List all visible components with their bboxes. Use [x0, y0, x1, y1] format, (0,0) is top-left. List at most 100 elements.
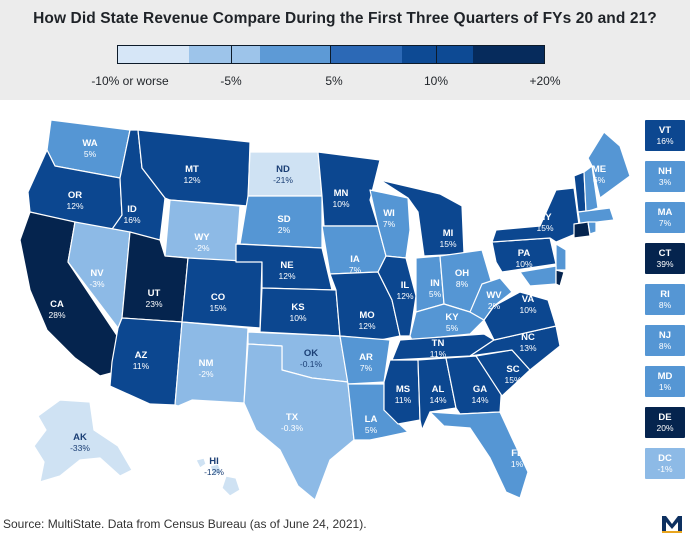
- state-box-ct[interactable]: CT 39%: [645, 243, 685, 274]
- state-shape-ct[interactable]: [573, 221, 591, 239]
- legend-label: 5%: [325, 74, 343, 88]
- state-shape-nm[interactable]: [174, 321, 249, 407]
- legend-tick: [330, 45, 331, 64]
- state-shape-fl[interactable]: [429, 411, 529, 499]
- legend-segment: [331, 46, 402, 63]
- state-box-value: -1%: [657, 464, 673, 474]
- legend-label: +20%: [529, 74, 561, 88]
- state-value-tx: -0.3%: [281, 423, 304, 433]
- state-box-value: 3%: [658, 177, 672, 187]
- state-value-ar: 7%: [360, 363, 373, 373]
- legend-color-scale: [117, 45, 545, 64]
- state-box-ri[interactable]: RI 8%: [645, 284, 685, 315]
- state-value-ks: 10%: [289, 313, 306, 323]
- state-label-pa: PA: [518, 248, 531, 259]
- state-label-ny: NY: [538, 212, 552, 223]
- source-note: Source: MultiState. Data from Census Bur…: [3, 517, 367, 531]
- state-label-wv: WV: [486, 290, 502, 301]
- state-box-ma[interactable]: MA 7%: [645, 202, 685, 233]
- state-label-nd: ND: [276, 164, 290, 175]
- state-box-vt[interactable]: VT 16%: [645, 120, 685, 151]
- state-label-in: IN: [430, 278, 440, 289]
- state-value-nm: -2%: [198, 369, 214, 379]
- state-label-sd: SD: [277, 214, 290, 225]
- state-box-value: 8%: [658, 341, 672, 351]
- state-value-ak: -33%: [70, 443, 90, 453]
- state-label-co: CO: [211, 292, 225, 303]
- state-shape-il[interactable]: [377, 255, 417, 337]
- state-label-mi: MI: [443, 228, 454, 239]
- state-value-mt: 12%: [183, 175, 200, 185]
- state-label-la: LA: [365, 414, 378, 425]
- state-box-value: 1%: [658, 382, 672, 392]
- state-value-wi: 7%: [383, 219, 396, 229]
- state-value-va: 10%: [519, 305, 536, 315]
- state-shape-tx[interactable]: [243, 343, 355, 501]
- state-box-nj[interactable]: NJ 8%: [645, 325, 685, 356]
- state-box-label: NH: [658, 166, 672, 177]
- multistate-logo-icon: [662, 516, 682, 533]
- state-value-oh: 8%: [456, 279, 469, 289]
- state-shape-nh[interactable]: [583, 165, 599, 213]
- state-box-dc[interactable]: DC -1%: [645, 448, 685, 479]
- state-shape-nj[interactable]: [555, 243, 567, 271]
- state-label-ne: NE: [280, 260, 293, 271]
- state-value-ny: 15%: [536, 223, 553, 233]
- state-box-md[interactable]: MD 1%: [645, 366, 685, 397]
- state-shape-ri[interactable]: [587, 221, 597, 235]
- legend-segment: [189, 46, 260, 63]
- state-box-label: MD: [657, 371, 673, 382]
- state-value-hi: -12%: [204, 467, 224, 477]
- state-label-or: OR: [68, 190, 82, 201]
- state-label-ca: CA: [50, 299, 64, 310]
- state-value-wv: 2%: [488, 301, 501, 311]
- us-map: WA5%OR12%CA28%ID16%NV-3%MT12%WY-2%UT23%A…: [19, 119, 631, 501]
- state-shape-ma[interactable]: [577, 207, 615, 225]
- state-value-ut: 23%: [145, 299, 162, 309]
- legend-segment: [260, 46, 331, 63]
- state-box-label: CT: [658, 248, 672, 259]
- state-value-ca: 28%: [48, 310, 65, 320]
- legend-segment: [118, 46, 189, 63]
- state-label-ut: UT: [148, 288, 161, 299]
- state-label-mn: MN: [334, 188, 349, 199]
- chart-title: How Did State Revenue Compare During the…: [33, 10, 657, 27]
- state-shape-hi[interactable]: [195, 457, 241, 497]
- state-label-ok: OK: [304, 348, 318, 359]
- state-value-ne: 12%: [278, 271, 295, 281]
- state-shape-me[interactable]: [587, 131, 631, 199]
- legend-segment: [473, 46, 544, 63]
- state-shape-ak[interactable]: [33, 399, 133, 483]
- state-value-ga: 14%: [471, 395, 488, 405]
- state-value-id: 16%: [123, 215, 140, 225]
- state-label-az: AZ: [135, 350, 148, 361]
- state-value-nv: -3%: [89, 279, 105, 289]
- state-box-label: DC: [658, 453, 672, 464]
- state-label-mt: MT: [185, 164, 199, 175]
- state-label-il: IL: [401, 280, 410, 291]
- state-value-fl: 1%: [511, 459, 524, 469]
- state-label-va: VA: [522, 294, 535, 305]
- state-label-ky: KY: [445, 312, 459, 323]
- state-shape-de[interactable]: [555, 269, 565, 287]
- state-box-value: 16%: [656, 136, 674, 146]
- state-box-de[interactable]: DE 20%: [645, 407, 685, 438]
- state-value-ms: 11%: [395, 395, 412, 405]
- state-value-nc: 13%: [519, 343, 536, 353]
- state-shape-ny[interactable]: [491, 187, 581, 243]
- state-value-az: 11%: [133, 361, 150, 371]
- state-shape-mn[interactable]: [317, 151, 381, 227]
- state-label-wy: WY: [194, 232, 210, 243]
- state-label-oh: OH: [455, 268, 469, 279]
- state-value-mi: 15%: [439, 239, 456, 249]
- state-value-nd: -21%: [273, 175, 293, 185]
- state-label-ar: AR: [359, 352, 373, 363]
- state-box-label: MA: [657, 207, 673, 218]
- state-shape-wv[interactable]: [469, 277, 513, 321]
- state-label-al: AL: [432, 384, 445, 395]
- state-label-ga: GA: [473, 384, 487, 395]
- state-box-nh[interactable]: NH 3%: [645, 161, 685, 192]
- state-value-tn: 11%: [430, 349, 447, 359]
- state-label-mo: MO: [359, 310, 374, 321]
- state-label-nv: NV: [90, 268, 104, 279]
